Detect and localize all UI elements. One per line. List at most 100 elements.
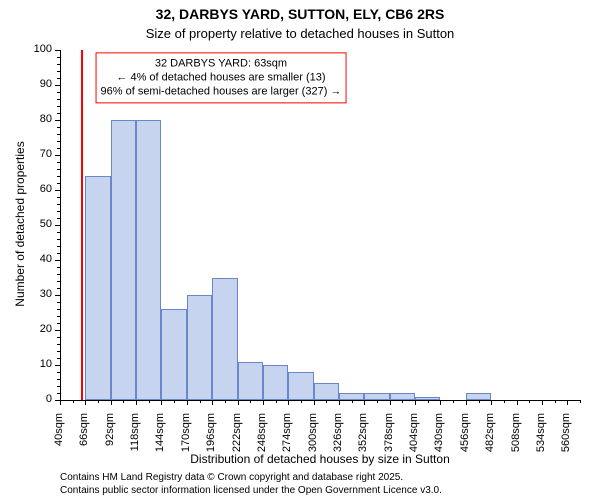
x-tick-major — [212, 400, 213, 405]
x-tick-label: 482sqm — [484, 413, 498, 473]
y-tick-label: 60 — [0, 183, 52, 195]
y-tick-minor — [57, 281, 60, 282]
x-tick-minor — [123, 400, 124, 403]
histogram-bar — [314, 383, 339, 401]
y-tick-label: 90 — [0, 78, 52, 90]
x-tick-label: 40sqm — [53, 413, 67, 473]
chart-root: { "title": { "line1": "32, DARBYS YARD, … — [0, 0, 600, 500]
y-tick-minor — [57, 169, 60, 170]
x-tick-minor — [174, 400, 175, 403]
histogram-bar — [390, 393, 415, 400]
y-tick-label: 50 — [0, 218, 52, 230]
y-tick-minor — [57, 323, 60, 324]
y-tick-minor — [57, 372, 60, 373]
x-tick-major — [187, 400, 188, 405]
x-tick-label: 196sqm — [205, 413, 219, 473]
y-tick-major — [55, 50, 60, 51]
x-tick-minor — [529, 400, 530, 403]
y-tick-minor — [57, 204, 60, 205]
y-tick-minor — [57, 57, 60, 58]
x-tick-label: 560sqm — [560, 413, 574, 473]
histogram-bar — [136, 120, 161, 400]
y-tick-minor — [57, 78, 60, 79]
x-tick-label: 404sqm — [408, 413, 422, 473]
y-tick-major — [55, 155, 60, 156]
x-tick-major — [517, 400, 518, 405]
x-tick-label: 118sqm — [129, 413, 143, 473]
x-tick-major — [111, 400, 112, 405]
x-tick-major — [440, 400, 441, 405]
y-tick-minor — [57, 176, 60, 177]
x-tick-label: 92sqm — [104, 413, 118, 473]
y-tick-minor — [57, 113, 60, 114]
x-tick-label: 144sqm — [154, 413, 168, 473]
y-tick-minor — [57, 162, 60, 163]
y-tick-major — [55, 120, 60, 121]
annotation-line: 32 DARBYS YARD: 63sqm — [101, 57, 342, 71]
y-tick-major — [55, 295, 60, 296]
y-tick-minor — [57, 309, 60, 310]
y-tick-minor — [57, 393, 60, 394]
x-tick-minor — [98, 400, 99, 403]
histogram-bar — [339, 393, 364, 400]
x-tick-minor — [326, 400, 327, 403]
footer-line-1: Contains HM Land Registry data © Crown c… — [60, 472, 403, 483]
x-axis-line — [60, 400, 580, 401]
annotation-line: ← 4% of detached houses are smaller (13) — [101, 71, 342, 85]
chart-title: 32, DARBYS YARD, SUTTON, ELY, CB6 2RS — [0, 6, 600, 22]
x-tick-major — [491, 400, 492, 405]
y-tick-label: 100 — [0, 43, 52, 55]
y-tick-major — [55, 225, 60, 226]
y-tick-minor — [57, 344, 60, 345]
x-tick-major — [60, 400, 61, 405]
y-tick-minor — [57, 134, 60, 135]
y-tick-minor — [57, 379, 60, 380]
footer-line-2: Contains public sector information licen… — [60, 485, 442, 496]
x-tick-minor — [479, 400, 480, 403]
y-tick-label: 10 — [0, 358, 52, 370]
x-tick-label: 430sqm — [433, 413, 447, 473]
y-tick-major — [55, 260, 60, 261]
y-tick-label: 70 — [0, 148, 52, 160]
y-tick-minor — [57, 232, 60, 233]
y-axis-line — [60, 50, 61, 400]
x-tick-minor — [402, 400, 403, 403]
y-tick-minor — [57, 197, 60, 198]
x-tick-label: 508sqm — [510, 413, 524, 473]
y-tick-minor — [57, 246, 60, 247]
x-tick-minor — [276, 400, 277, 403]
histogram-bar — [187, 295, 212, 400]
histogram-bar — [161, 309, 186, 400]
x-tick-minor — [301, 400, 302, 403]
y-tick-label: 40 — [0, 253, 52, 265]
y-tick-minor — [57, 218, 60, 219]
x-tick-major — [263, 400, 264, 405]
x-tick-label: 222sqm — [231, 413, 245, 473]
y-tick-minor — [57, 302, 60, 303]
y-tick-minor — [57, 351, 60, 352]
y-tick-minor — [57, 253, 60, 254]
histogram-bar — [415, 397, 440, 401]
x-tick-label: 274sqm — [281, 413, 295, 473]
x-tick-major — [542, 400, 543, 405]
x-tick-minor — [200, 400, 201, 403]
x-tick-label: 66sqm — [78, 413, 92, 473]
x-tick-label: 326sqm — [332, 413, 346, 473]
x-tick-minor — [149, 400, 150, 403]
histogram-bar — [364, 393, 389, 400]
y-tick-minor — [57, 127, 60, 128]
y-tick-minor — [57, 274, 60, 275]
x-tick-minor — [73, 400, 74, 403]
histogram-bar — [111, 120, 136, 400]
x-tick-major — [314, 400, 315, 405]
y-tick-label: 20 — [0, 323, 52, 335]
x-tick-minor — [250, 400, 251, 403]
chart-subtitle: Size of property relative to detached ho… — [0, 26, 600, 41]
x-tick-label: 352sqm — [357, 413, 371, 473]
y-tick-major — [55, 190, 60, 191]
x-tick-label: 300sqm — [307, 413, 321, 473]
y-tick-minor — [57, 71, 60, 72]
x-tick-minor — [225, 400, 226, 403]
y-tick-label: 0 — [0, 393, 52, 405]
x-tick-label: 170sqm — [180, 413, 194, 473]
